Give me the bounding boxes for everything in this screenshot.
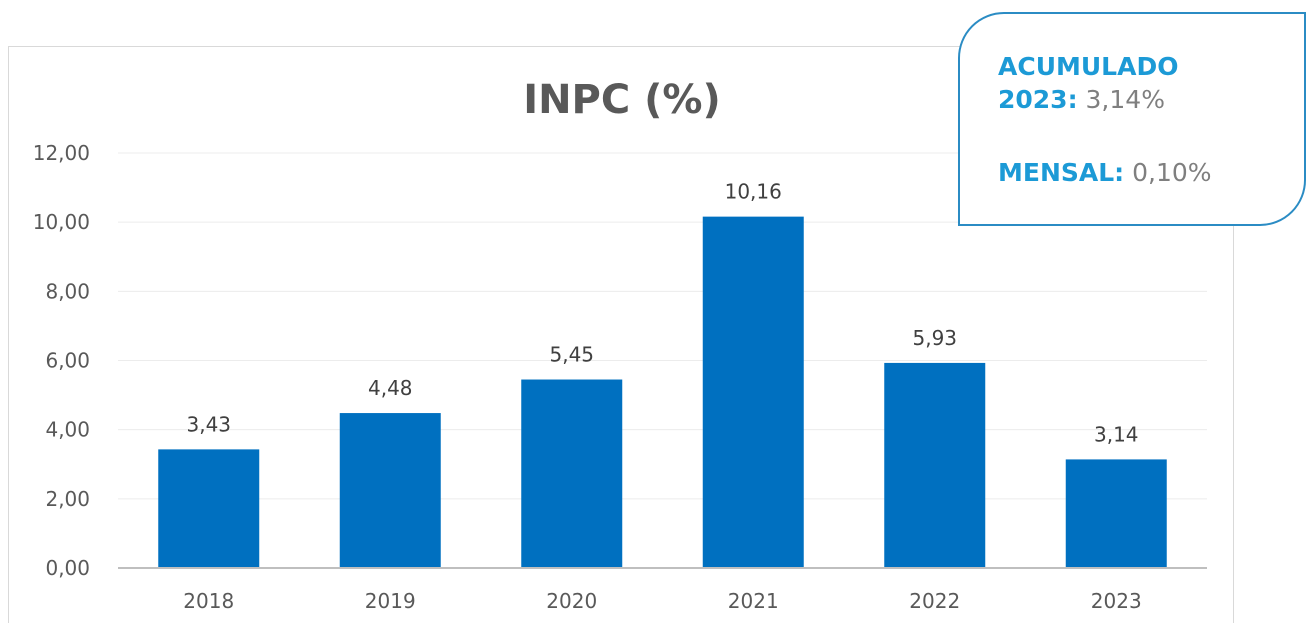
- x-tick-label-2019: 2019: [365, 589, 416, 613]
- monthly-value: 0,10%: [1132, 158, 1212, 187]
- data-label-2020: 5,45: [549, 343, 594, 367]
- data-label-2021: 10,16: [725, 180, 782, 204]
- y-tick-label: 2,00: [45, 487, 90, 511]
- y-tick-label: 8,00: [45, 279, 90, 303]
- bar-2023: [1065, 459, 1167, 568]
- data-label-2018: 3,43: [186, 412, 231, 436]
- x-tick-label-2020: 2020: [546, 589, 597, 613]
- y-tick-label: 4,00: [45, 418, 90, 442]
- accumulated-label: ACUMULADO: [998, 52, 1179, 81]
- x-axis-ticks: 2018 2019 2020 2021 2022 2023: [183, 589, 1141, 613]
- chart-title: INPC (%): [523, 77, 721, 123]
- bar-2019: [339, 413, 441, 568]
- monthly-label: MENSAL:: [998, 158, 1125, 187]
- x-tick-label-2022: 2022: [909, 589, 960, 613]
- bars: [158, 216, 1167, 568]
- x-tick-label-2018: 2018: [183, 589, 234, 613]
- monthly-line: MENSAL: 0,10%: [998, 156, 1304, 189]
- accumulated-value: 3,14%: [1085, 85, 1165, 114]
- bar-2020: [521, 379, 623, 568]
- bar-2021: [702, 216, 804, 568]
- accumulated-line-2: 2023: 3,14%: [998, 83, 1304, 116]
- y-axis-ticks: 0,00 2,00 4,00 6,00 8,00 10,00 12,00: [33, 141, 90, 580]
- x-tick-label-2021: 2021: [728, 589, 779, 613]
- data-label-2019: 4,48: [368, 376, 413, 400]
- summary-spacer: [998, 116, 1304, 156]
- summary-box: ACUMULADO 2023: 3,14% MENSAL: 0,10%: [958, 12, 1306, 226]
- y-tick-label: 0,00: [45, 556, 90, 580]
- y-tick-label: 12,00: [33, 141, 90, 165]
- x-tick-label-2023: 2023: [1091, 589, 1142, 613]
- bar-2022: [884, 362, 986, 568]
- data-label-2022: 5,93: [912, 326, 957, 350]
- data-labels: 3,43 4,48 5,45 10,16 5,93 3,14: [186, 180, 1138, 447]
- y-tick-label: 6,00: [45, 349, 90, 373]
- bar-2018: [158, 449, 260, 568]
- data-label-2023: 3,14: [1094, 422, 1139, 446]
- accumulated-year-label: 2023:: [998, 85, 1078, 114]
- accumulated-line-1: ACUMULADO: [998, 50, 1304, 83]
- y-tick-label: 10,00: [33, 210, 90, 234]
